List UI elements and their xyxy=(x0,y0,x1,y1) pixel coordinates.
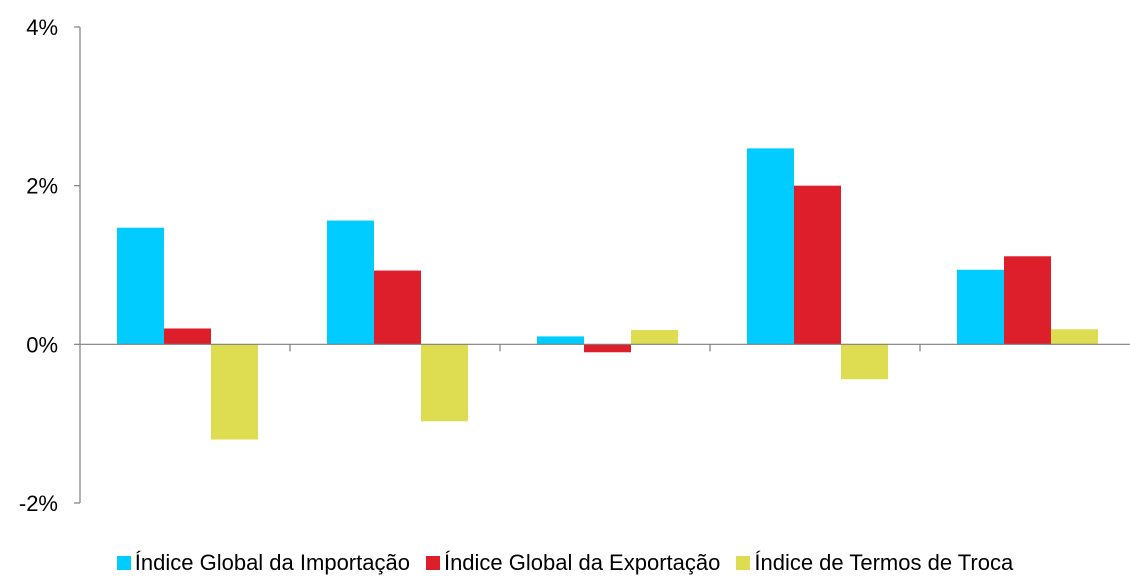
legend-label-importacao: Índice Global da Importação xyxy=(134,550,410,575)
legend-swatch-exportacao xyxy=(425,556,440,570)
bar-series0-cat0 xyxy=(117,227,164,345)
legend-label-termos-de-troca: Índice de Termos de Troca xyxy=(754,550,1014,575)
y-tick-label: -2% xyxy=(19,491,58,516)
bar-chart: -2% 0% 2% 4% xyxy=(19,15,1130,516)
bar-series0-cat4 xyxy=(957,269,1004,345)
legend-item-importacao: Índice Global da Importação xyxy=(116,550,410,576)
bar-series1-cat0 xyxy=(164,328,211,345)
y-tick-label: 4% xyxy=(26,15,58,40)
legend-label-exportacao: Índice Global da Exportação xyxy=(443,550,721,575)
legend-swatch-importacao xyxy=(116,556,131,570)
bar-series2-cat0 xyxy=(211,344,258,440)
bar-series2-cat1 xyxy=(421,344,468,422)
bar-series1-cat2 xyxy=(584,344,631,353)
legend-item-termos-de-troca: Índice de Termos de Troca xyxy=(736,550,1013,576)
legend-item-exportacao: Índice Global da Exportação xyxy=(425,550,721,576)
legend-swatch-termos-de-troca xyxy=(736,556,751,570)
y-tick-label: 0% xyxy=(26,332,58,357)
bar-series2-cat2 xyxy=(631,330,678,345)
bar-series0-cat2 xyxy=(537,336,584,345)
bar-series1-cat4 xyxy=(1004,256,1051,345)
bar-series1-cat3 xyxy=(794,185,841,345)
bar-series1-cat1 xyxy=(374,270,421,345)
y-tick-label: 2% xyxy=(26,174,58,199)
bars-group xyxy=(117,148,1098,440)
bar-series0-cat3 xyxy=(747,148,794,345)
legend: Índice Global da Importação Índice Globa… xyxy=(0,548,1130,578)
bar-series2-cat4 xyxy=(1051,329,1098,345)
axes-group: -2% 0% 2% 4% xyxy=(19,15,1130,516)
bar-series2-cat3 xyxy=(841,344,888,380)
bar-series0-cat1 xyxy=(327,220,374,345)
